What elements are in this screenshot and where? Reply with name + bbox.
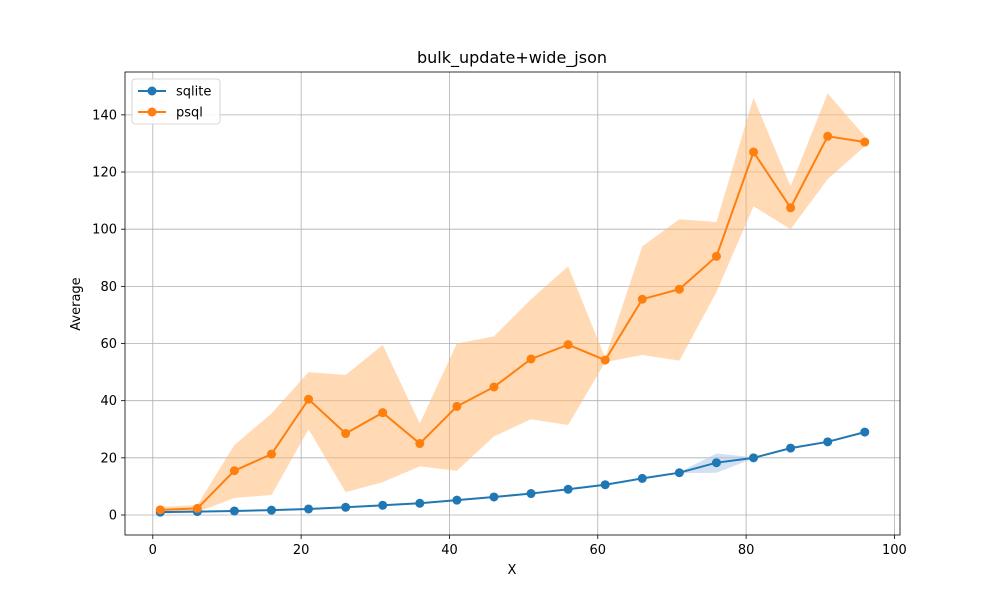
point-psql xyxy=(452,401,462,411)
point-sqlite xyxy=(860,427,870,437)
point-sqlite xyxy=(823,437,833,447)
point-sqlite xyxy=(637,473,647,483)
point-sqlite xyxy=(526,489,536,499)
y-tick-label: 40 xyxy=(100,394,117,409)
x-tick-label: 80 xyxy=(738,543,755,558)
legend-marker-psql xyxy=(147,107,157,117)
legend-marker-sqlite xyxy=(147,86,157,96)
series-line-psql xyxy=(160,135,865,511)
point-sqlite xyxy=(600,480,610,490)
point-psql xyxy=(563,340,573,350)
x-axis-label: X xyxy=(508,563,517,578)
point-psql xyxy=(378,408,388,418)
point-sqlite xyxy=(341,502,351,512)
x-tick-label: 20 xyxy=(293,543,310,558)
point-psql xyxy=(749,147,759,157)
axes: 0 20 40 60 80 100 0 20 40 60 80 100 120 140 xyxy=(92,71,907,558)
confidence-bands xyxy=(160,93,865,513)
point-psql xyxy=(526,354,536,364)
point-psql xyxy=(415,439,425,449)
point-psql xyxy=(600,355,610,365)
point-sqlite xyxy=(749,453,759,463)
legend-label-sqlite: sqlite xyxy=(176,85,211,100)
point-psql xyxy=(192,503,202,513)
point-sqlite xyxy=(711,458,721,468)
y-tick-label: 80 xyxy=(100,280,117,295)
series-line-sqlite xyxy=(160,431,866,514)
point-sqlite xyxy=(304,504,314,514)
point-sqlite xyxy=(563,484,573,494)
point-psql xyxy=(229,466,239,476)
band-psql xyxy=(160,93,865,513)
point-sqlite xyxy=(415,498,425,508)
point-sqlite xyxy=(452,495,462,505)
point-sqlite xyxy=(674,468,684,478)
point-psql xyxy=(266,449,276,459)
y-tick-label: 100 xyxy=(92,223,117,238)
chart-title: bulk_update+wide_json xyxy=(417,48,607,68)
point-psql xyxy=(341,429,351,439)
point-sqlite xyxy=(378,500,388,510)
y-tick-label: 140 xyxy=(92,108,117,123)
point-psql xyxy=(711,251,721,261)
point-sqlite xyxy=(229,506,239,516)
point-psql xyxy=(786,203,796,213)
plot-frame xyxy=(124,71,901,536)
y-tick-label: 60 xyxy=(100,337,117,352)
y-tick-label: 20 xyxy=(100,451,117,466)
point-psql xyxy=(304,394,314,404)
point-psql xyxy=(823,131,833,141)
y-tick-label: 0 xyxy=(109,508,117,523)
point-psql xyxy=(637,294,647,304)
point-psql xyxy=(155,505,165,515)
point-sqlite xyxy=(786,443,796,453)
point-psql xyxy=(860,137,870,147)
y-axis-label: Average xyxy=(69,277,84,330)
x-tick-label: 60 xyxy=(590,543,607,558)
x-tick-label: 100 xyxy=(882,543,907,558)
x-tick-label: 40 xyxy=(441,543,458,558)
legend-label-psql: psql xyxy=(176,106,203,121)
point-psql xyxy=(674,284,684,294)
point-sqlite xyxy=(266,505,276,515)
x-tick-label: 0 xyxy=(149,543,157,558)
point-sqlite xyxy=(489,492,499,502)
y-tick-label: 120 xyxy=(92,166,117,181)
legend: sqlite psql xyxy=(131,78,221,125)
point-psql xyxy=(489,382,499,392)
series-lines xyxy=(155,131,870,517)
